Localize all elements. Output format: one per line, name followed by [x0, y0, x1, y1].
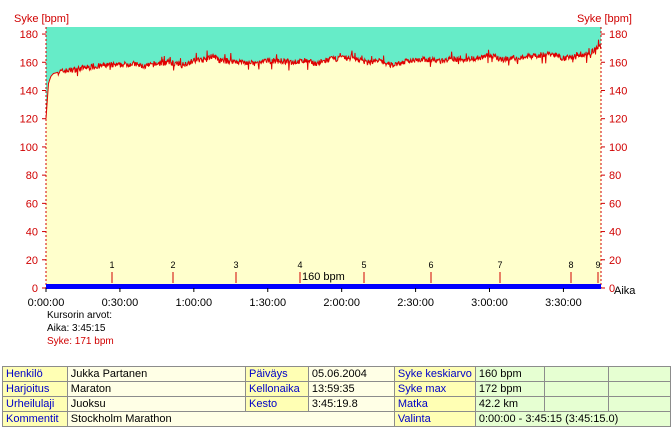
x-tick-label: 1:30:00: [249, 297, 286, 309]
y-tick-label-right: 20: [609, 255, 621, 267]
duration-value: 3:45:19.8: [307, 396, 395, 412]
y-tick-label-left: 180: [20, 29, 38, 41]
cursor-time: Aika: 3:45:15: [47, 323, 106, 334]
x-axis-label: Aika: [614, 285, 636, 297]
distance-label: Matka: [393, 396, 476, 412]
person-label: Henkilö: [2, 366, 68, 382]
hr-max-value: 172 bpm: [474, 381, 545, 397]
cursor-hr: Syke: 171 bpm: [47, 336, 114, 347]
date-value: 05.06.2004: [307, 366, 395, 382]
lap-marker-label: 7: [497, 260, 502, 270]
y-tick-label-left: 0: [32, 283, 38, 295]
hr-avg-value: 160 bpm: [474, 366, 545, 382]
sport-label: Urheilulaji: [2, 396, 68, 412]
y-tick-label-left: 120: [20, 114, 38, 126]
clock-value: 13:59:35: [307, 381, 395, 397]
table-row: Kommentit Stockholm Marathon Valinta 0:0…: [2, 411, 671, 427]
y-tick-label-right: 180: [609, 29, 627, 41]
lap-marker-label: 1: [109, 260, 114, 270]
empty-cell: [607, 381, 671, 397]
y-tick-label-right: 80: [609, 170, 621, 182]
empty-cell: [543, 396, 609, 412]
x-tick-label: 2:30:00: [397, 297, 434, 309]
x-tick-label: 0:30:00: [102, 297, 139, 309]
exercise-info-table: Henkilö Jukka Partanen Päiväys 05.06.200…: [2, 366, 671, 427]
y-tick-label-right: 120: [609, 114, 627, 126]
x-tick-label: 1:00:00: [175, 297, 212, 309]
clock-label: Kellonaika: [245, 381, 309, 397]
hr-avg-label: Syke keskiarvo: [393, 366, 476, 382]
selection-label: Valinta: [393, 411, 476, 427]
y-tick-label-left: 80: [26, 170, 38, 182]
empty-cell: [607, 396, 671, 412]
lap-marker-label: 3: [233, 260, 238, 270]
y-tick-label-right: 60: [609, 198, 621, 210]
duration-label: Kesto: [245, 396, 309, 412]
comment-value: Stockholm Marathon: [66, 411, 395, 427]
x-tick-label: 2:00:00: [323, 297, 360, 309]
exercise-label: Harjoitus: [2, 381, 68, 397]
x-tick-label: 3:30:00: [545, 297, 582, 309]
selection-value: 0:00:00 - 3:45:15 (3:45:15.0): [474, 411, 671, 427]
lap-marker-label: 6: [428, 260, 433, 270]
person-value: Jukka Partanen: [66, 366, 247, 382]
exercise-value: Maraton: [66, 381, 247, 397]
lap-marker-label: 4: [297, 260, 302, 270]
y-tick-label-right: 160: [609, 57, 627, 69]
empty-cell: [607, 366, 671, 382]
y-tick-label-left: 60: [26, 198, 38, 210]
lap-marker-label: 8: [568, 260, 573, 270]
cursor-title: Kursorin arvot:: [47, 310, 113, 321]
heart-rate-area: [46, 39, 601, 289]
y-tick-label-right: 100: [609, 142, 627, 154]
y-axis-label-left: Syke [bpm]: [14, 13, 69, 25]
x-tick-label: 0:00:00: [28, 297, 65, 309]
empty-cell: [543, 366, 609, 382]
y-tick-label-left: 140: [20, 85, 38, 97]
lap-marker-label: 2: [170, 260, 175, 270]
table-row: Harjoitus Maraton Kellonaika 13:59:35 Sy…: [2, 381, 671, 397]
y-tick-label-left: 100: [20, 142, 38, 154]
y-tick-label-right: 40: [609, 227, 621, 239]
lap-marker-label: 9: [595, 260, 600, 270]
y-tick-label-left: 40: [26, 227, 38, 239]
lap-marker-label: 5: [361, 260, 366, 270]
hr-max-label: Syke max: [393, 381, 476, 397]
table-row: Henkilö Jukka Partanen Päiväys 05.06.200…: [2, 366, 671, 382]
timeline-bar[interactable]: [46, 284, 601, 289]
y-tick-label-right: 0: [609, 283, 615, 295]
distance-value: 42.2 km: [474, 396, 545, 412]
comment-label: Kommentit: [2, 411, 68, 427]
y-tick-label-right: 140: [609, 85, 627, 97]
heart-rate-line: [45, 39, 602, 119]
cursor-hr-label: 160 bpm: [302, 271, 345, 283]
y-axis-label-right: Syke [bpm]: [577, 13, 632, 25]
empty-cell: [543, 381, 609, 397]
date-label: Päiväys: [245, 366, 309, 382]
cursor-values: Kursorin arvot: Aika: 3:45:15 Syke: 171 …: [47, 309, 114, 348]
sport-value: Juoksu: [66, 396, 247, 412]
table-row: Urheilulaji Juoksu Kesto 3:45:19.8 Matka…: [2, 396, 671, 412]
y-tick-label-left: 160: [20, 57, 38, 69]
x-tick-label: 3:00:00: [471, 297, 508, 309]
y-tick-label-left: 20: [26, 255, 38, 267]
